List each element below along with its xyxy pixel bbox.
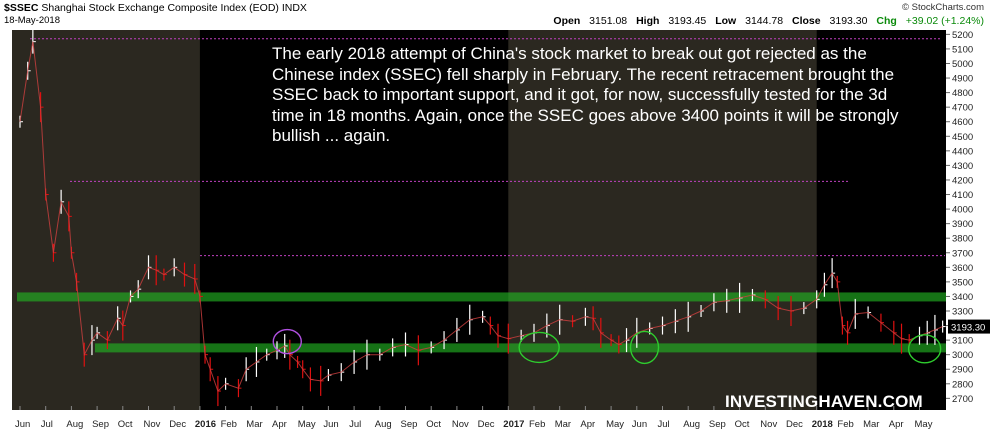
y-tick-label: 4400	[952, 146, 973, 157]
last-price-label: 3193.30	[951, 323, 985, 334]
x-tick-label: Jun	[323, 419, 338, 430]
chart-header: $SSEC Shanghai Stock Exchange Composite …	[0, 0, 990, 28]
support-test-circle	[272, 328, 302, 355]
y-tick-label: 5000	[952, 59, 973, 70]
support-test-circle	[907, 334, 942, 364]
x-tick-label: Jun	[15, 419, 30, 430]
year-band-2015	[12, 30, 200, 410]
x-tick-label: Feb	[221, 419, 237, 430]
y-tick-label: 3100	[952, 336, 973, 347]
x-tick-label: Mar	[246, 419, 262, 430]
x-tick-label: May	[606, 419, 624, 430]
x-tick-label: Mar	[863, 419, 879, 430]
ohlc-readout: Open 3151.08 High 3193.45 Low 3144.78 Cl…	[553, 15, 984, 27]
x-tick-label: Aug	[683, 419, 700, 430]
x-tick-label: 2017	[503, 419, 524, 430]
y-tick-label: 4200	[952, 175, 973, 186]
chart-title: $SSEC Shanghai Stock Exchange Composite …	[4, 2, 307, 14]
x-tick-label: Apr	[889, 419, 904, 430]
x-tick-label: Sep	[401, 419, 418, 430]
y-tick-label: 3400	[952, 292, 973, 303]
y-tick-label: 3000	[952, 350, 973, 361]
x-tick-label: Sep	[92, 419, 109, 430]
y-tick-label: 5200	[952, 30, 973, 41]
x-tick-label: Dec	[786, 419, 803, 430]
y-tick-label: 4600	[952, 117, 973, 128]
x-tick-label: Feb	[837, 419, 853, 430]
x-tick-label: Dec	[169, 419, 186, 430]
x-tick-label: Jul	[41, 419, 53, 430]
y-tick-label: 4300	[952, 161, 973, 172]
y-tick-label: 4000	[952, 205, 973, 216]
y-tick-label: 2700	[952, 394, 973, 405]
y-tick-label: 4900	[952, 74, 973, 85]
chart-date: 18-May-2018	[4, 15, 60, 26]
y-tick-label: 3900	[952, 219, 973, 230]
y-tick-label: 3300	[952, 306, 973, 317]
y-tick-label: 3800	[952, 234, 973, 245]
x-tick-label: Aug	[66, 419, 83, 430]
support-band-upper	[17, 292, 946, 302]
y-tick-label: 3700	[952, 248, 973, 259]
support-band-lower	[95, 343, 946, 353]
y-tick-label: 4100	[952, 190, 973, 201]
x-tick-label: Oct	[426, 419, 441, 430]
x-tick-label: 2018	[812, 419, 833, 430]
y-tick-label: 3600	[952, 263, 973, 274]
x-axis-area	[0, 410, 990, 438]
x-tick-label: Jul	[349, 419, 361, 430]
credit-text: © StockCharts.com	[902, 2, 984, 13]
y-tick-label: 3500	[952, 277, 973, 288]
x-tick-label: Jul	[658, 419, 670, 430]
y-tick-label: 5100	[952, 44, 973, 55]
x-tick-label: Apr	[580, 419, 595, 430]
brand-watermark: INVESTINGHAVEN.COM	[725, 392, 923, 411]
x-tick-label: Apr	[272, 419, 287, 430]
x-tick-label: Dec	[478, 419, 495, 430]
x-tick-label: Feb	[529, 419, 545, 430]
y-tick-label: 4700	[952, 103, 973, 114]
price-line	[19, 41, 943, 392]
x-tick-label: Oct	[735, 419, 750, 430]
y-tick-label: 4800	[952, 88, 973, 99]
x-tick-label: Sep	[709, 419, 726, 430]
x-tick-label: Aug	[375, 419, 392, 430]
annotation-text: The early 2018 attempt of China's stock …	[272, 44, 899, 145]
x-tick-label: 2016	[195, 419, 216, 430]
x-tick-label: Oct	[118, 419, 133, 430]
x-tick-label: May	[915, 419, 933, 430]
x-tick-label: Nov	[452, 419, 469, 430]
last-price-tag	[948, 319, 990, 334]
support-test-circle	[629, 330, 660, 365]
x-tick-label: May	[298, 419, 316, 430]
y-tick-label: 4500	[952, 132, 973, 143]
support-test-circle	[518, 331, 560, 364]
y-tick-label: 2800	[952, 379, 973, 390]
x-tick-label: Mar	[555, 419, 571, 430]
price-chart: 2700280029003000310032003300340035003600…	[0, 29, 990, 438]
x-tick-label: Nov	[144, 419, 161, 430]
x-tick-label: Jun	[632, 419, 647, 430]
x-tick-label: Nov	[760, 419, 777, 430]
y-tick-label: 2900	[952, 365, 973, 376]
